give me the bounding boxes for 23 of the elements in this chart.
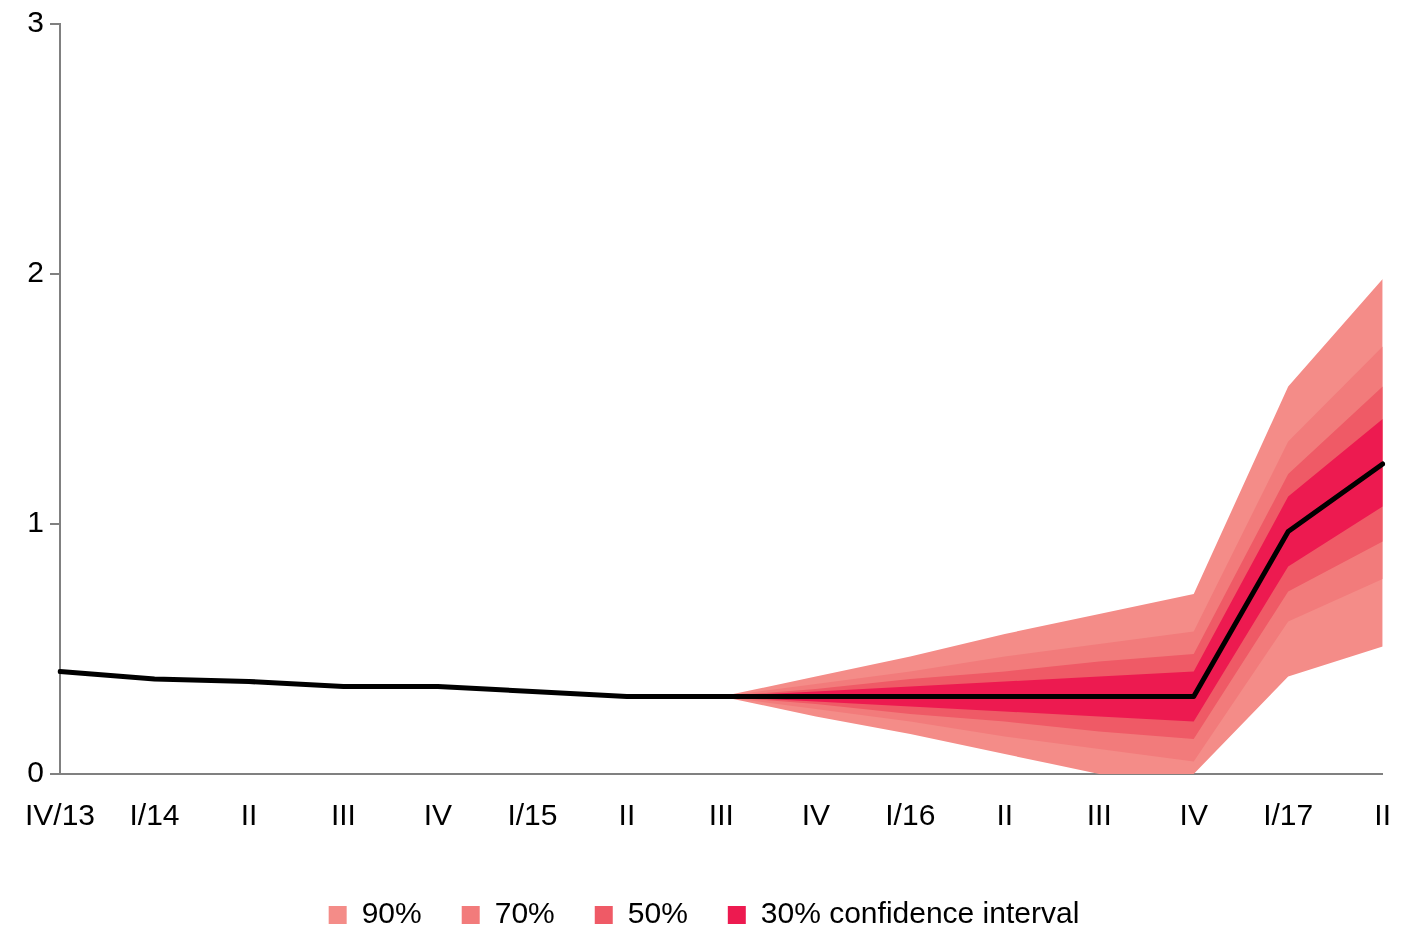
y-tick-label: 1	[27, 505, 45, 539]
x-tick-label: IV/13	[24, 798, 96, 832]
x-tick-label: III	[330, 798, 356, 832]
legend-label: 30% confidence interval	[760, 896, 1080, 930]
legend-label: 50%	[627, 896, 688, 930]
x-tick-label: I/15	[507, 798, 558, 832]
x-tick-label: I/16	[885, 798, 936, 832]
x-tick-label: II	[996, 798, 1014, 832]
x-tick-label: IV	[1179, 798, 1208, 832]
y-tick-label: 3	[27, 5, 45, 39]
x-tick-label: IV	[801, 798, 830, 832]
y-tick-label: 0	[27, 755, 45, 789]
x-tick-label: II	[1374, 798, 1391, 832]
x-tick-label: I/17	[1263, 798, 1314, 832]
x-tick-label: III	[708, 798, 734, 832]
x-tick-label: II	[240, 798, 258, 832]
x-tick-label: III	[1086, 798, 1112, 832]
legend-label: 90%	[361, 896, 422, 930]
y-tick-label: 2	[27, 255, 45, 289]
x-tick-label: I/14	[129, 798, 180, 832]
legend-label: 70%	[494, 896, 555, 930]
x-tick-label: IV	[423, 798, 453, 832]
x-tick-label: II	[618, 798, 636, 832]
